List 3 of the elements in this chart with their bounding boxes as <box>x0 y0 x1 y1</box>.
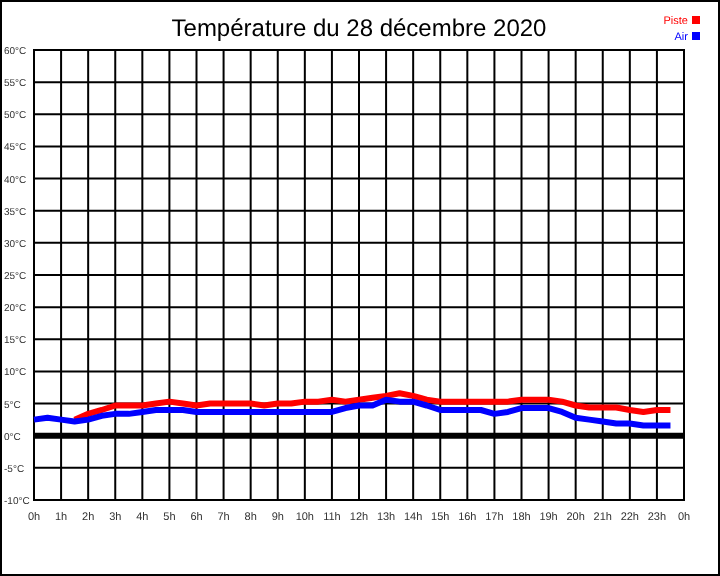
line-series <box>71 390 674 423</box>
chart-title: Température du 28 décembre 2020 <box>171 14 548 42</box>
line-series <box>31 396 674 429</box>
